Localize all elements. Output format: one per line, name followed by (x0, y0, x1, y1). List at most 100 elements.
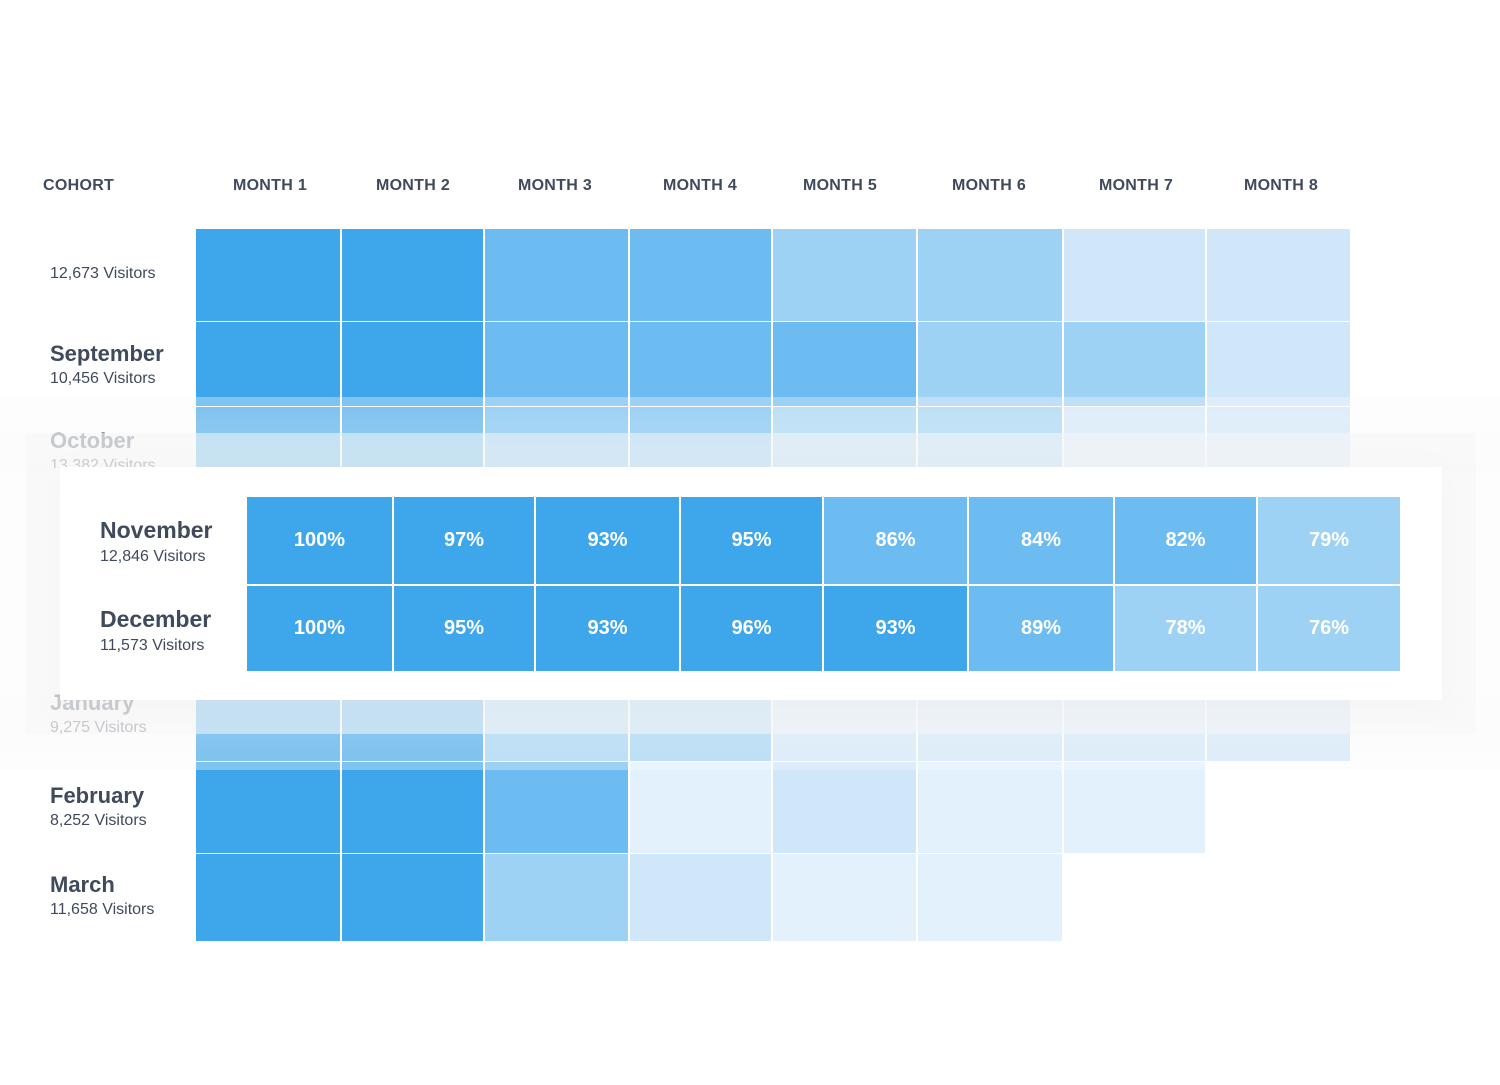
heatmap-cell (1207, 698, 1350, 761)
heatmap-cell (1064, 762, 1205, 853)
cohort-name: September (50, 341, 164, 366)
heatmap-cell (918, 407, 1062, 470)
heatmap-cell (196, 322, 340, 406)
heatmap-cell (918, 762, 1062, 853)
heatmap-cell (630, 322, 771, 406)
heatmap-value-cell: 93% (824, 586, 967, 671)
heatmap-cell (1064, 698, 1205, 761)
cohort-label: October 13,382 Visitors (50, 428, 156, 468)
heatmap-cell (196, 698, 340, 761)
heatmap-value-cell: 95% (394, 586, 534, 671)
cell-value: 100% (293, 529, 346, 551)
cell-value: 97% (443, 529, 485, 551)
heatmap-cell (1064, 322, 1205, 406)
heatmap-cell (773, 854, 916, 941)
heatmap-cell (918, 698, 1062, 761)
cell-value: 84% (1020, 529, 1062, 551)
heatmap-cell (630, 407, 771, 470)
heatmap-cell (196, 762, 340, 853)
cohort-visitors: 8,252 Visitors (50, 812, 147, 829)
heatmap-value-cell: 82% (1115, 497, 1256, 584)
heatmap-cell (630, 229, 771, 321)
cell-value: 79% (1308, 529, 1350, 551)
heatmap-value-cell: 76% (1258, 586, 1400, 671)
cell-value: 86% (875, 529, 916, 551)
heatmap-cell (773, 698, 916, 761)
heatmap-cell (196, 229, 340, 321)
month-header: MONTH 1 (232, 177, 308, 194)
heatmap-cell (918, 854, 1062, 941)
cohort-name: November (100, 517, 213, 543)
heatmap-cell (485, 407, 628, 470)
cohort-label: 12,673 Visitors (50, 262, 156, 284)
heatmap-cell (773, 407, 916, 470)
cohort-label: March 11,658 Visitors (50, 872, 154, 920)
cell-value: 95% (731, 529, 772, 551)
month-header: MONTH 6 (951, 177, 1027, 194)
highlight-cohort-label: December 11,573 Visitors (100, 606, 211, 656)
heatmap-cell (1207, 322, 1350, 406)
month-header: MONTH 5 (802, 177, 878, 194)
cell-value: 96% (731, 617, 772, 639)
heatmap-cell (342, 322, 483, 406)
heatmap-value-cell: 86% (824, 497, 967, 584)
heatmap-value-cell: 79% (1258, 497, 1400, 584)
cohort-visitors: 13,382 Visitors (50, 457, 156, 468)
cohort-visitors: 9,275 Visitors (50, 719, 147, 736)
heatmap-cell (196, 407, 340, 470)
cohort-name: October (50, 428, 135, 453)
cohort-label: September 10,456 Visitors (50, 341, 164, 389)
cohort-name: March (50, 872, 115, 897)
highlight-cohort-label: November 12,846 Visitors (100, 517, 212, 567)
month-header: MONTH 2 (375, 177, 451, 194)
heatmap-cell (196, 854, 340, 941)
heatmap-value-cell: 78% (1115, 586, 1256, 671)
cohort-visitors: 12,673 Visitors (50, 265, 156, 282)
heatmap-cell (918, 322, 1062, 406)
heatmap-value-cell: 96% (681, 586, 822, 671)
heatmap-cell (630, 762, 771, 853)
cell-value: 76% (1308, 617, 1350, 639)
cell-value: 93% (587, 529, 628, 551)
heatmap-cell (342, 407, 483, 470)
heatmap-cell (773, 322, 916, 406)
heatmap-value-cell: 84% (969, 497, 1113, 584)
month-header: MONTH 8 (1243, 177, 1319, 194)
heatmap-cell (342, 762, 483, 853)
heatmap-cell (630, 854, 771, 941)
cell-value: 89% (1020, 617, 1062, 639)
heatmap-value-cell: 100% (247, 497, 392, 584)
heatmap-cell (485, 854, 628, 941)
month-header: MONTH 4 (662, 177, 738, 194)
heatmap-cell (1207, 407, 1350, 470)
heatmap-cell (485, 229, 628, 321)
heatmap-cell (485, 322, 628, 406)
cohort-visitors: 10,456 Visitors (50, 370, 156, 387)
cohort-header: COHORT (43, 177, 115, 194)
heatmap-value-cell: 93% (536, 586, 679, 671)
cell-value: 78% (1165, 617, 1206, 639)
heatmap-cell (918, 229, 1062, 321)
heatmap-value-cell: 93% (536, 497, 679, 584)
cohort-name: February (50, 783, 145, 808)
month-header: MONTH 3 (517, 177, 593, 194)
cell-value: 95% (443, 617, 485, 639)
heatmap-value-cell: 97% (394, 497, 534, 584)
heatmap-cell (1207, 229, 1350, 321)
heatmap-cell (485, 762, 628, 853)
cell-value: 82% (1165, 529, 1206, 551)
heatmap-cell (630, 698, 771, 761)
heatmap-cell (485, 698, 628, 761)
heatmap-value-cell: 89% (969, 586, 1113, 671)
heatmap-cell (773, 762, 916, 853)
cohort-name: December (100, 606, 212, 632)
heatmap-cell (1064, 407, 1205, 470)
heatmap-cell (342, 854, 483, 941)
heatmap-value-cell: 95% (681, 497, 822, 584)
cell-value: 93% (587, 617, 628, 639)
heatmap-cell (342, 229, 483, 321)
cohort-visitors: 11,573 Visitors (100, 637, 205, 654)
heatmap-cell (773, 229, 916, 321)
heatmap-cell (1064, 229, 1205, 321)
heatmap-cell (342, 698, 483, 761)
